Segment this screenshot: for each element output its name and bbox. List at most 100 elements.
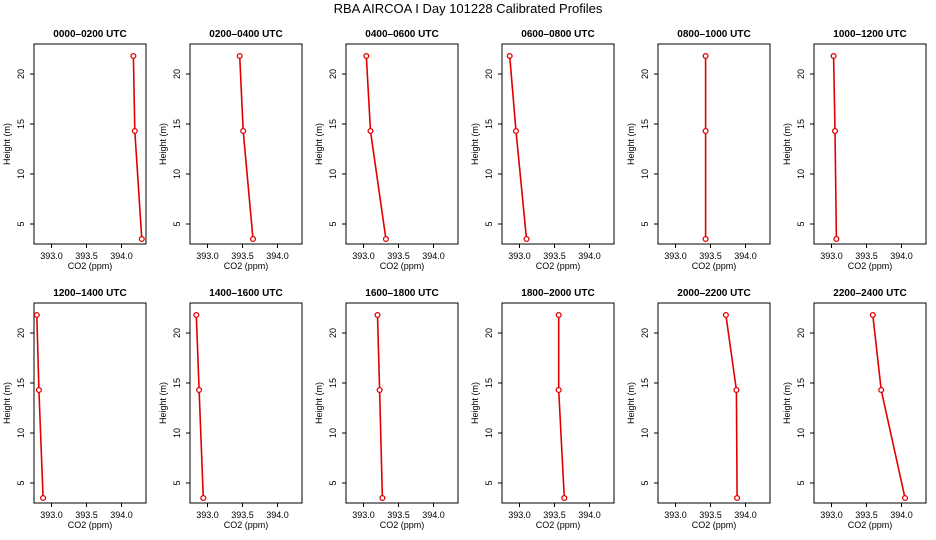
x-axis-label: CO2 (ppm) [692,261,737,271]
panel-title: 0600–0800 UTC [521,29,594,40]
y-tick-label: 20 [172,328,182,338]
profile-point [702,235,709,243]
plot-frame [345,302,459,504]
y-tick-label: 20 [796,69,806,79]
y-tick-label: 20 [640,328,650,338]
y-tick-label: 20 [484,69,494,79]
y-tick-label: 10 [328,169,338,179]
profile-point [869,311,876,319]
panel-9: 1600–1800 UTC 393.0 393.5 394.0 5 10 15 20 CO2 (… [314,288,459,530]
x-tick-label: 393.0 [352,251,375,261]
x-tick-label: 393.0 [664,251,687,261]
profile-line [832,55,838,240]
panel-title: 2200–2400 UTC [833,288,906,299]
panel-6: 1000–1200 UTC 393.0 393.5 394.0 5 10 15 20 CO2 (… [782,29,927,271]
x-tick-label: 394.0 [734,251,757,261]
profile-point [374,311,381,319]
x-tick-label: 393.0 [664,510,687,520]
y-axis-label: Height (m) [314,382,324,424]
x-tick-label: 393.0 [196,251,219,261]
profile-point [833,235,840,243]
y-tick-label: 10 [796,169,806,179]
panel-title: 2000–2200 UTC [677,288,750,299]
plot-frame [345,43,459,245]
y-axis-label: Height (m) [2,123,12,165]
y-tick-label: 20 [16,328,26,338]
plot-frame [813,43,927,245]
profile-line [195,314,205,499]
y-tick-label: 15 [484,378,494,388]
x-tick-label: 394.0 [266,251,289,261]
panel-title: 1200–1400 UTC [53,288,126,299]
plot-frame [813,302,927,504]
plot-frame [657,43,771,245]
x-axis-label: CO2 (ppm) [536,520,581,530]
x-tick-label: 393.5 [231,510,254,520]
profile-point [831,127,839,135]
profile-point [512,127,520,135]
profile-point [249,235,257,243]
profile-point [196,386,203,394]
x-axis-label: CO2 (ppm) [536,261,581,271]
x-tick-label: 394.0 [578,251,601,261]
y-tick-label: 5 [172,480,182,485]
profile-point [523,235,530,243]
x-tick-label: 393.0 [40,251,63,261]
profile-point [555,386,562,394]
x-axis-label: CO2 (ppm) [380,261,425,271]
x-tick-label: 394.0 [422,251,445,261]
y-axis-label: Height (m) [314,123,324,165]
plot-frame [189,302,303,504]
y-tick-label: 10 [328,428,338,438]
x-axis-label: CO2 (ppm) [380,520,425,530]
y-tick-label: 15 [796,119,806,129]
y-tick-label: 15 [640,378,650,388]
x-tick-label: 394.0 [734,510,757,520]
y-tick-label: 15 [16,119,26,129]
panel-11: 2000–2200 UTC 393.0 393.5 394.0 5 10 15 20 CO2 (… [626,288,771,530]
y-tick-label: 10 [640,169,650,179]
x-tick-label: 393.5 [699,510,722,520]
profile-point [382,235,389,243]
profile-point [236,52,243,60]
y-tick-label: 10 [16,169,26,179]
profile-point [702,52,709,60]
y-axis-label: Height (m) [470,123,480,165]
panel-3: 0400–0600 UTC 393.0 393.5 394.0 5 10 15 20 CO2 (… [314,29,459,271]
y-tick-label: 20 [172,69,182,79]
panel-title: 1400–1600 UTC [209,288,282,299]
y-axis-label: Height (m) [470,382,480,424]
x-tick-label: 393.5 [699,251,722,261]
x-axis-label: CO2 (ppm) [224,261,269,271]
profile-point [193,311,200,319]
profile-point [506,52,513,60]
profile-point [131,127,138,135]
profile-point [138,235,145,243]
panel-4: 0600–0800 UTC 393.0 393.5 394.0 5 10 15 20 CO2 (… [470,29,615,271]
x-tick-label: 393.0 [196,510,219,520]
y-tick-label: 20 [484,328,494,338]
y-tick-label: 15 [328,119,338,129]
panel-1: 0000–0200 UTC 393.0 393.5 394.0 5 10 15 20 CO2 (… [2,29,147,271]
y-tick-label: 10 [172,428,182,438]
x-tick-label: 394.0 [110,251,133,261]
panel-title: 0800–1000 UTC [677,29,750,40]
y-tick-label: 15 [172,119,182,129]
x-tick-label: 394.0 [110,510,133,520]
plot-frame [33,302,147,504]
plot-frame [189,43,303,245]
y-tick-label: 10 [16,428,26,438]
profile-point [561,494,568,502]
y-tick-label: 10 [484,428,494,438]
x-axis-label: CO2 (ppm) [848,261,893,271]
panel-title: 0400–0600 UTC [365,29,438,40]
y-axis-label: Height (m) [782,382,792,424]
y-tick-label: 5 [484,221,494,226]
profile-point [555,311,562,319]
plot-frame [501,302,615,504]
y-tick-label: 10 [796,428,806,438]
y-axis-label: Height (m) [158,382,168,424]
profile-line [872,314,906,499]
x-tick-label: 393.0 [508,510,531,520]
